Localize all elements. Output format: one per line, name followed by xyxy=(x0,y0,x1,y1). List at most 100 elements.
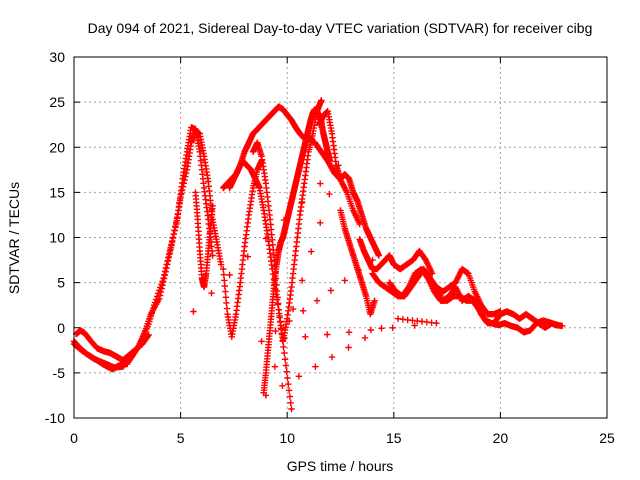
data-point xyxy=(251,150,255,153)
x-axis-label: GPS time / hours xyxy=(287,458,394,474)
data-point xyxy=(367,258,370,262)
data-point xyxy=(322,114,325,117)
data-point xyxy=(74,332,78,336)
data-point xyxy=(247,213,251,217)
data-point xyxy=(264,182,268,185)
data-point xyxy=(256,128,259,131)
data-point xyxy=(198,249,201,253)
data-point xyxy=(109,351,112,355)
data-point xyxy=(303,146,306,149)
series-track-h xyxy=(249,97,325,345)
y-tick-label: 0 xyxy=(57,320,65,336)
data-point xyxy=(356,200,359,203)
data-point xyxy=(222,186,225,190)
data-point xyxy=(343,173,346,176)
series-track-f xyxy=(226,157,295,413)
data-point xyxy=(202,186,206,190)
data-point xyxy=(307,128,310,131)
data-point xyxy=(290,118,293,122)
data-point xyxy=(251,132,255,135)
data-point xyxy=(294,249,297,253)
data-point xyxy=(369,313,372,316)
data-point xyxy=(460,267,464,271)
data-point xyxy=(283,358,287,361)
data-point xyxy=(322,132,325,135)
data-point xyxy=(115,355,118,358)
data-point xyxy=(211,204,214,208)
data-point xyxy=(339,209,342,212)
data-point xyxy=(345,191,349,194)
data-point xyxy=(473,299,477,302)
data-point xyxy=(290,285,293,289)
data-point xyxy=(373,299,376,302)
x-tick-label: 25 xyxy=(599,430,615,446)
data-point xyxy=(311,132,314,135)
data-point xyxy=(388,254,391,257)
y-tick-label: 15 xyxy=(49,184,65,200)
y-tick-label: -5 xyxy=(53,365,66,381)
data-point xyxy=(273,109,276,113)
data-point xyxy=(219,263,223,266)
ticks xyxy=(73,56,608,419)
data-point xyxy=(371,272,374,275)
data-point xyxy=(262,391,265,394)
data-point xyxy=(292,191,295,194)
data-point xyxy=(279,240,283,244)
data-point xyxy=(215,240,219,244)
data-point xyxy=(264,118,268,122)
data-point xyxy=(305,137,308,140)
data-point xyxy=(190,126,193,129)
data-point xyxy=(256,141,259,144)
marker-trace xyxy=(433,283,562,331)
data-point xyxy=(435,322,438,325)
data-point xyxy=(326,109,329,113)
data-point xyxy=(91,357,95,360)
data-point xyxy=(509,324,513,328)
data-point xyxy=(243,245,246,248)
data-point xyxy=(128,353,131,357)
data-point xyxy=(384,258,387,262)
data-point xyxy=(260,123,263,126)
data-point xyxy=(141,342,144,346)
y-tick-label: -10 xyxy=(45,410,65,426)
data-point xyxy=(371,258,374,262)
data-point xyxy=(300,155,304,158)
data-point xyxy=(147,322,150,326)
y-axis-label: SDTVAR / TECUs xyxy=(6,182,22,294)
data-point xyxy=(413,272,417,275)
data-point xyxy=(332,171,336,174)
data-point xyxy=(281,236,285,239)
data-point xyxy=(96,347,99,350)
data-point xyxy=(347,240,351,244)
series-track-c xyxy=(72,327,152,364)
data-point xyxy=(245,164,248,167)
data-point xyxy=(268,114,272,117)
x-tick-label: 20 xyxy=(493,430,509,446)
data-point xyxy=(190,141,193,144)
data-point xyxy=(260,340,263,343)
data-point xyxy=(275,263,278,266)
data-point xyxy=(392,263,395,266)
marker-trace xyxy=(226,157,295,413)
data-point xyxy=(448,294,451,298)
data-point xyxy=(296,173,300,176)
data-point xyxy=(407,285,410,289)
data-point xyxy=(236,168,240,172)
data-point xyxy=(264,371,268,375)
data-point xyxy=(298,213,302,217)
data-point xyxy=(273,281,276,284)
data-point xyxy=(175,222,178,226)
data-point xyxy=(196,218,199,221)
data-point xyxy=(194,191,197,194)
data-point xyxy=(347,177,351,181)
data-point xyxy=(330,132,334,135)
series-track-o xyxy=(433,283,562,331)
data-point xyxy=(543,326,547,329)
series-track-d xyxy=(192,189,216,291)
x-tick-label: 5 xyxy=(177,430,185,446)
data-point xyxy=(232,177,236,181)
data-point xyxy=(121,365,125,368)
data-point xyxy=(541,319,545,322)
data-point xyxy=(200,276,204,280)
data-point xyxy=(266,349,270,352)
